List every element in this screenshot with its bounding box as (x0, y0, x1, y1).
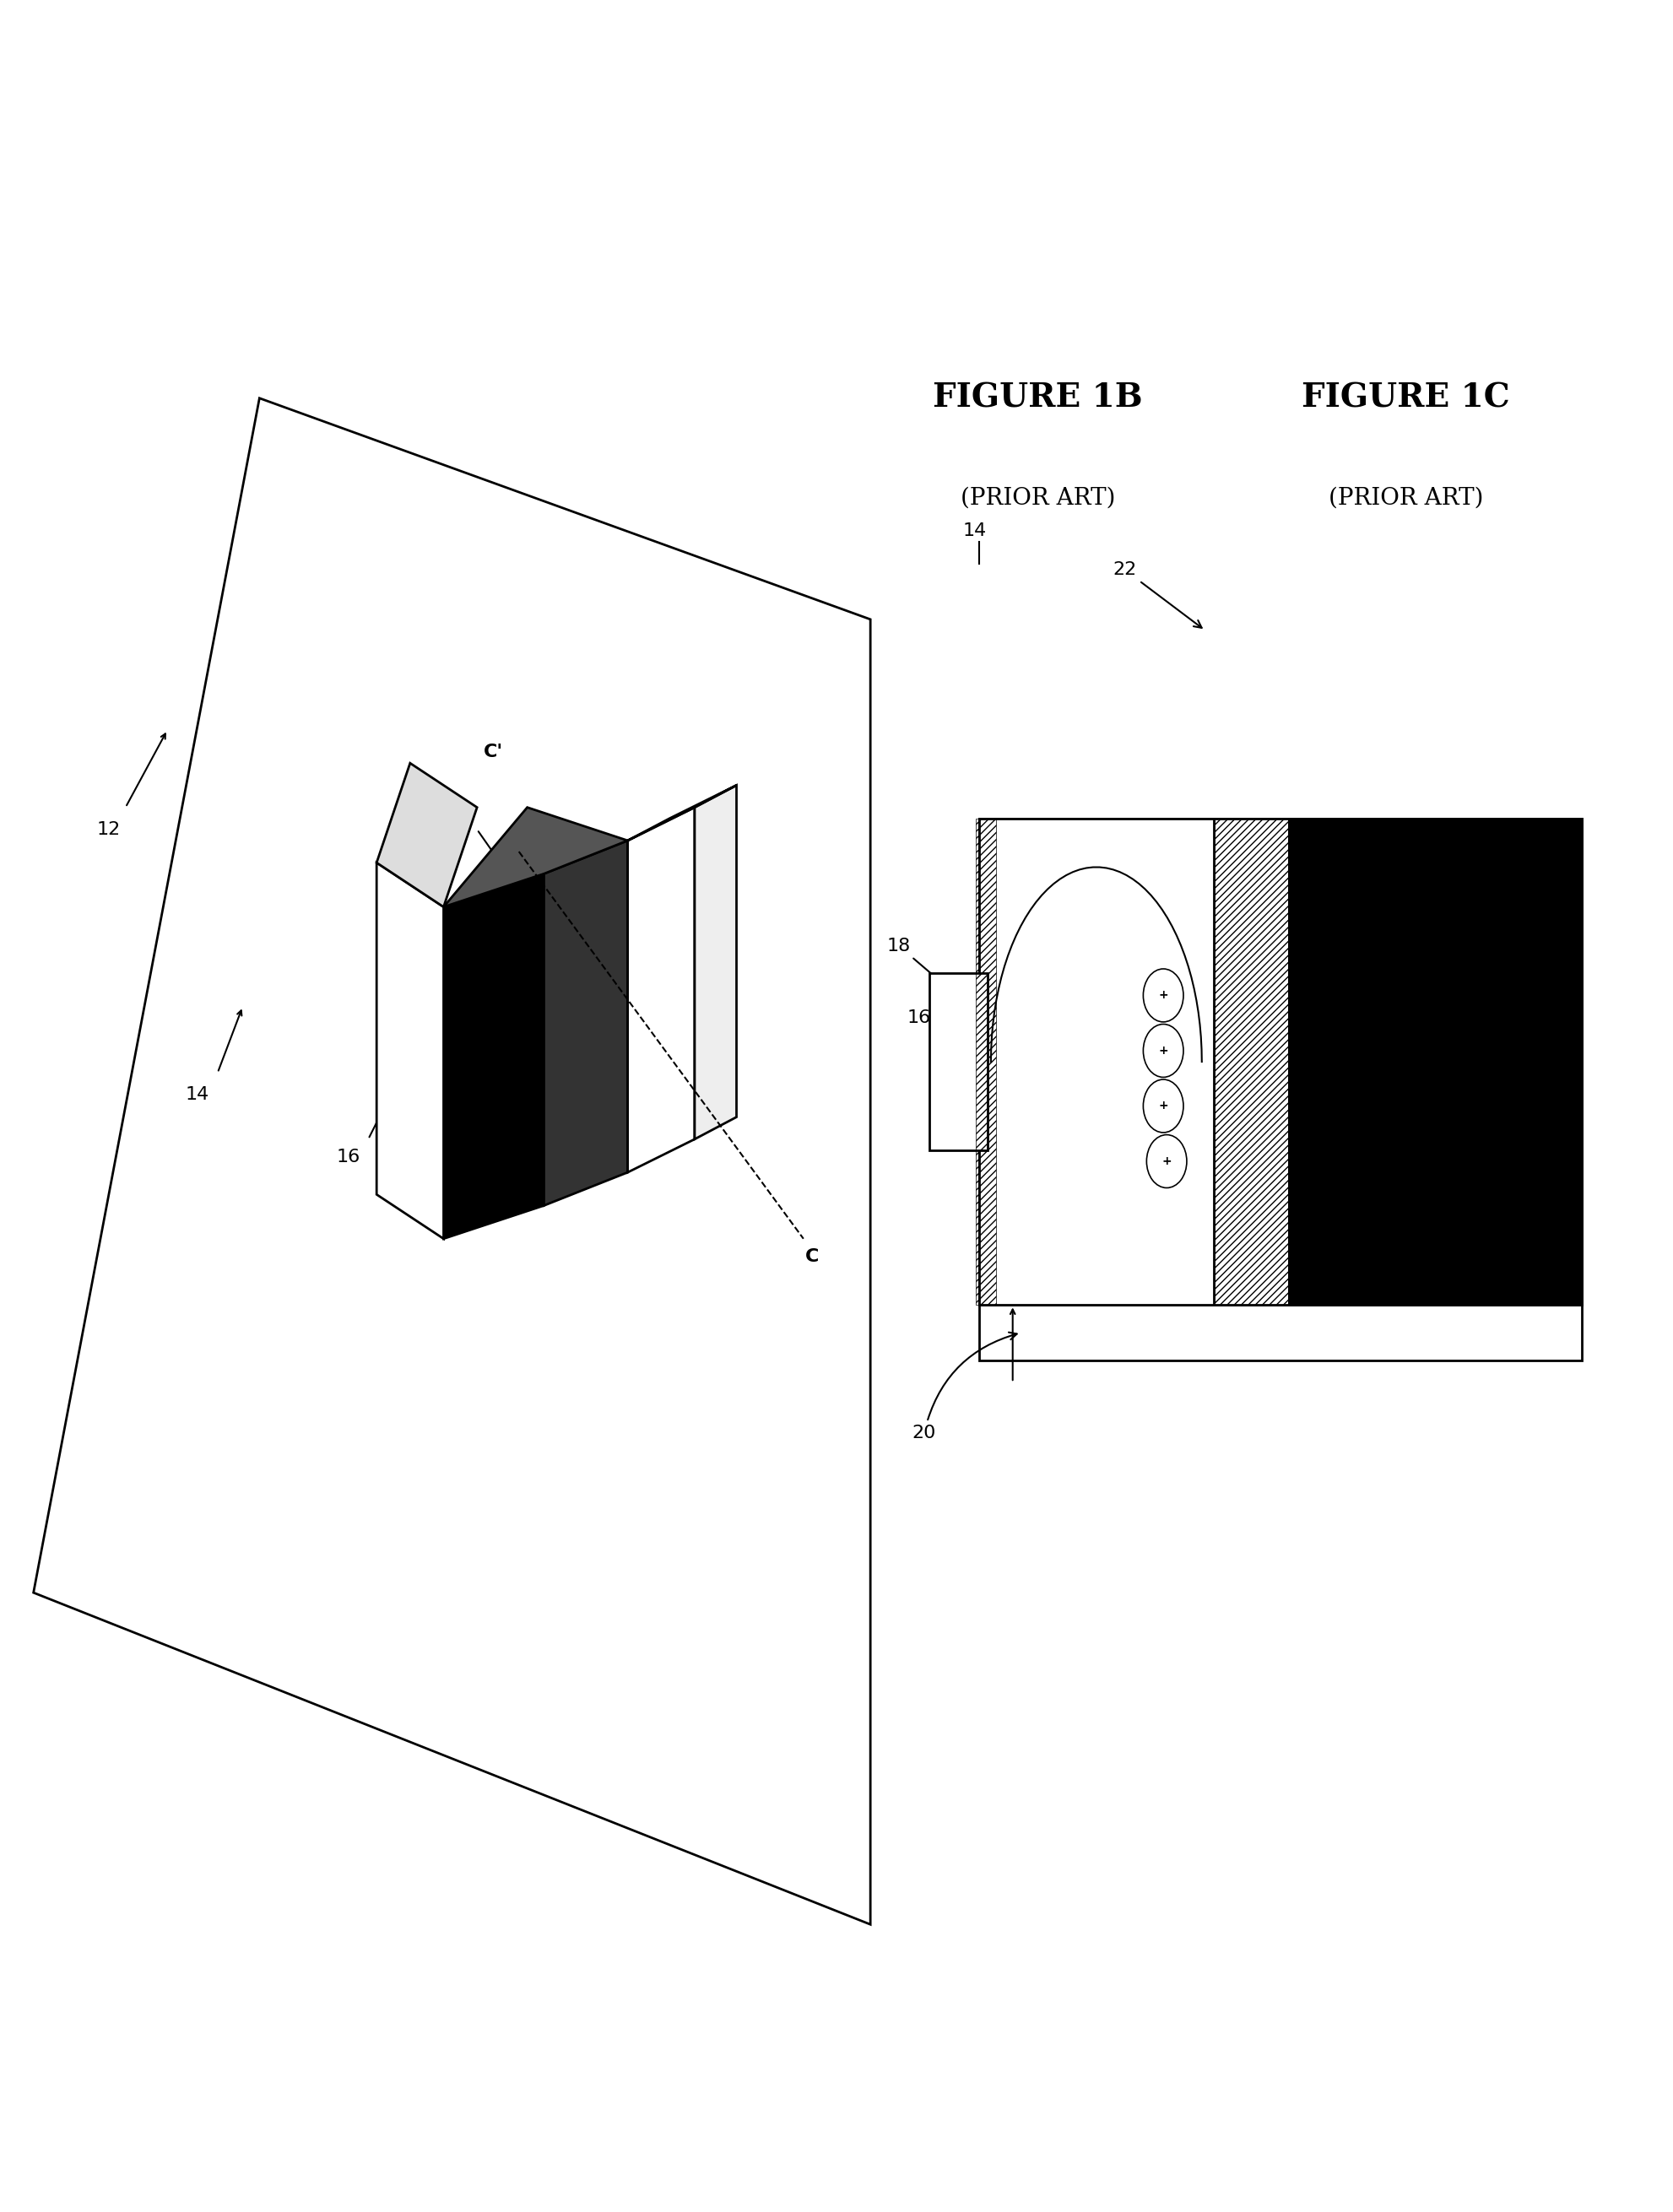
Text: (PRIOR ART): (PRIOR ART) (960, 487, 1114, 509)
Polygon shape (544, 841, 627, 1206)
Text: C': C' (483, 743, 504, 761)
Bar (979, 1305, 1581, 1360)
Bar (975, 818, 995, 1305)
Text: 24: 24 (1067, 1219, 1091, 1237)
Text: FIGURE 1C: FIGURE 1C (1302, 383, 1509, 414)
Text: 12: 12 (97, 821, 120, 838)
Bar (929, 973, 987, 1150)
Polygon shape (443, 874, 544, 1239)
Text: 18: 18 (887, 938, 979, 1015)
Text: C: C (805, 1248, 818, 1265)
Polygon shape (443, 807, 627, 907)
Polygon shape (393, 841, 443, 1239)
Text: 22: 22 (1113, 562, 1201, 628)
Polygon shape (376, 863, 443, 1239)
Text: +: + (1161, 1155, 1171, 1168)
Circle shape (1143, 1024, 1183, 1077)
Text: +: + (1158, 1099, 1168, 1113)
Circle shape (1146, 1135, 1186, 1188)
Text: +: + (1158, 989, 1168, 1002)
Polygon shape (627, 807, 694, 1172)
Text: 14: 14 (962, 522, 985, 540)
Text: 22: 22 (443, 805, 467, 823)
Text: 34: 34 (984, 1197, 1007, 1214)
Text: 14: 14 (186, 1086, 209, 1104)
Bar (979, 818, 1213, 1305)
Circle shape (1143, 969, 1183, 1022)
Polygon shape (376, 763, 477, 907)
Polygon shape (694, 785, 736, 1139)
Bar (1213, 818, 1288, 1305)
Text: 20: 20 (604, 1051, 627, 1068)
Text: 26: 26 (1151, 1241, 1174, 1259)
Text: FIGURE 1B: FIGURE 1B (932, 383, 1143, 414)
Text: 16: 16 (336, 1148, 360, 1166)
Bar (979, 818, 1581, 1305)
Text: 16: 16 (907, 1009, 930, 1026)
Bar (1288, 818, 1581, 1305)
Text: (PRIOR ART): (PRIOR ART) (1328, 487, 1482, 509)
Bar (1213, 818, 1288, 1305)
Text: 20: 20 (912, 1332, 1017, 1442)
Polygon shape (627, 785, 736, 841)
Text: +: + (1158, 1044, 1168, 1057)
Circle shape (1143, 1079, 1183, 1133)
